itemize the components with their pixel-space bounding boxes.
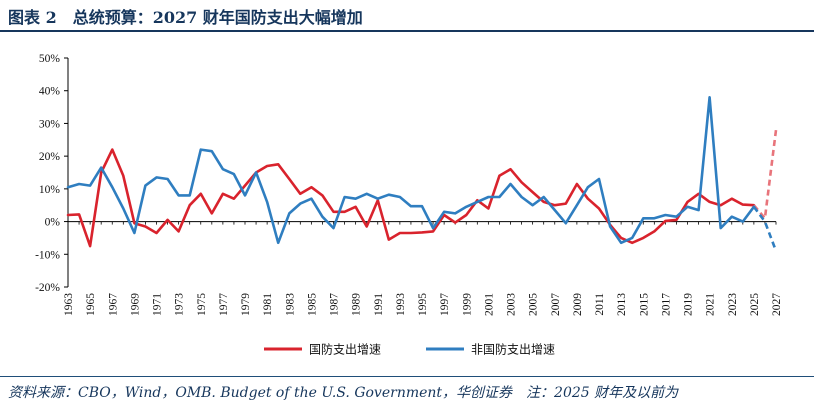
source-note: 资料来源：CBO，Wind，OMB. Budget of the U.S. Go… [8, 385, 679, 401]
x-tick-label: 1981 [262, 293, 274, 316]
x-tick-label: 1993 [395, 293, 407, 316]
x-tick-label: 1997 [439, 293, 451, 316]
x-tick-label: 2005 [528, 293, 540, 316]
x-tick-label: 1987 [329, 293, 341, 316]
chart-series [66, 96, 778, 252]
chart-legend: 国防支出增速 非国防支出增速 [264, 342, 555, 357]
line-chart: 50% 40% 30% 20% 10% 0% -10% -20%1963 1965 1967 196… [35, 53, 783, 357]
x-tick-label: 1999 [461, 293, 473, 316]
x-tick-label: 2023 [727, 293, 739, 316]
y-tick-label: 30% [39, 118, 61, 130]
x-tick-label: 2027 [771, 293, 783, 316]
defense-growth-line [66, 148, 756, 248]
x-tick-label: 1969 [129, 293, 141, 316]
y-tick-label: 0% [45, 217, 61, 229]
x-tick-label: 2007 [550, 293, 562, 316]
x-tick-label: 1973 [174, 293, 186, 316]
x-tick-label: 2015 [638, 293, 650, 316]
chart-axes: 50% 40% 30% 20% 10% 0% -10% -20%1963 1965 1967 196… [35, 53, 783, 316]
y-tick-label: 20% [39, 151, 61, 163]
x-tick-label: 1979 [240, 293, 252, 316]
x-tick-label: 2025 [749, 293, 761, 316]
y-tick-label: 10% [39, 184, 61, 196]
legend-label-nondefense: 非国防支出增速 [471, 342, 555, 357]
x-tick-label: 1963 [63, 293, 75, 316]
y-tick-label: -10% [35, 249, 60, 261]
x-tick-label: 1991 [373, 293, 385, 316]
x-tick-label: 2009 [572, 293, 584, 316]
legend-label-defense: 国防支出增速 [309, 342, 381, 357]
x-tick-label: 1989 [351, 293, 363, 316]
footer-divider [0, 376, 814, 377]
x-tick-label: 1975 [196, 293, 208, 316]
y-tick-label: 40% [39, 86, 61, 98]
x-tick-label: 1985 [306, 293, 318, 316]
x-tick-label: 2013 [616, 293, 628, 316]
figure-title: 图表 2 总统预算：2027 财年国防支出大幅增加 [8, 8, 363, 27]
y-tick-label: -20% [35, 282, 60, 294]
y-tick-label: 50% [39, 53, 61, 65]
x-tick-label: 2021 [705, 293, 717, 316]
x-tick-label: 2011 [594, 293, 606, 316]
x-tick-label: 1983 [284, 293, 296, 316]
x-tick-label: 1965 [85, 293, 97, 316]
x-tick-label: 2017 [660, 293, 672, 316]
x-tick-label: 1977 [218, 293, 230, 316]
title-divider [0, 30, 814, 32]
x-tick-label: 2001 [483, 293, 495, 316]
x-tick-label: 1967 [107, 293, 119, 316]
x-tick-label: 2003 [506, 293, 518, 316]
x-tick-label: 1971 [152, 293, 164, 316]
x-tick-label: 1995 [417, 293, 429, 316]
defense-forecast-line [752, 129, 778, 220]
x-tick-label: 2019 [683, 293, 695, 316]
nondefense-growth-line [66, 96, 756, 245]
